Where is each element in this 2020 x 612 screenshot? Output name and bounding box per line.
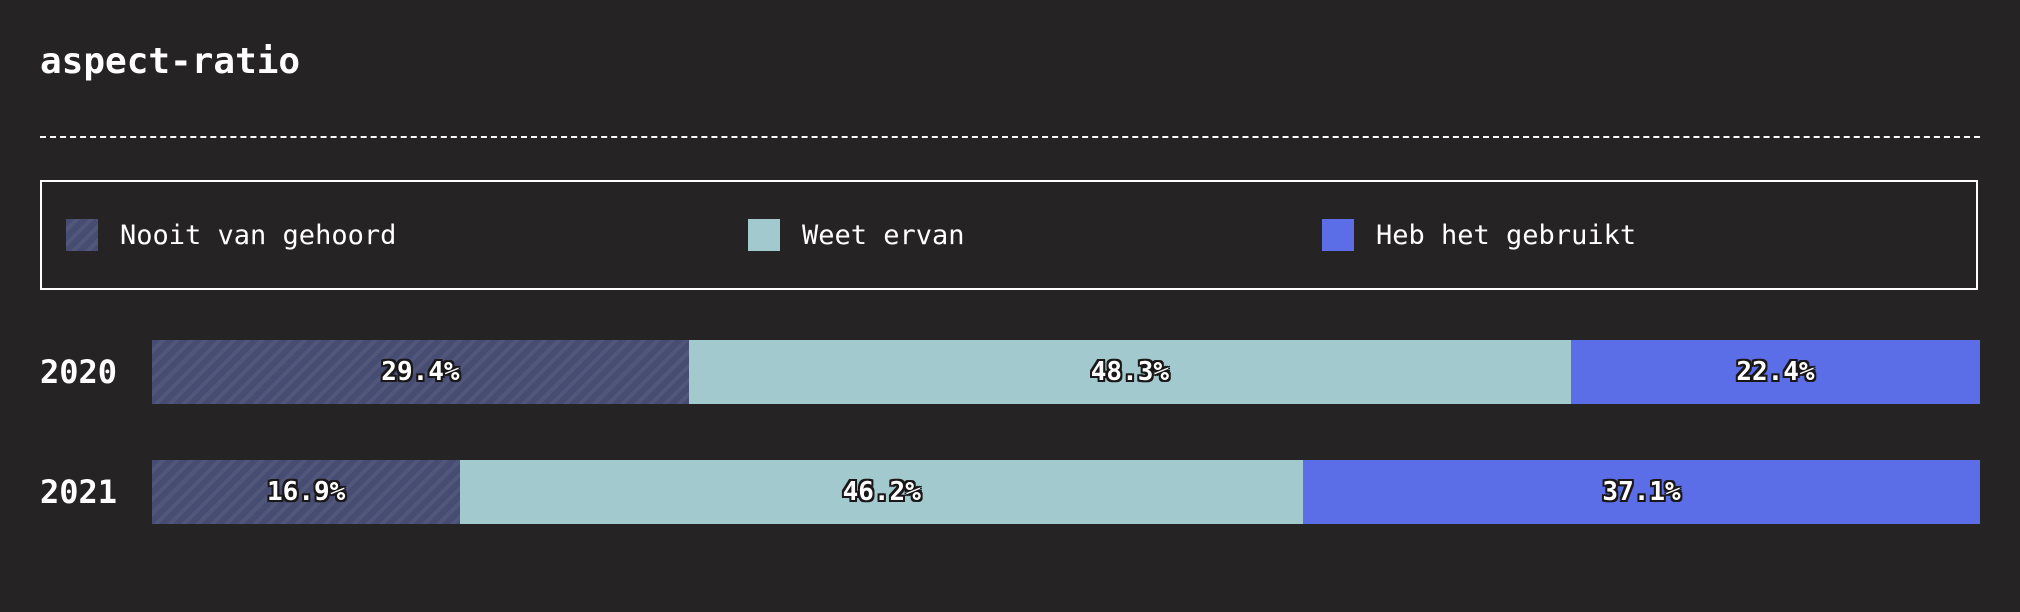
legend-swatch-gebruikt (1322, 219, 1354, 251)
data-label-2021-gebruikt: 37.1% (1602, 477, 1681, 507)
legend-label-nooit: Nooit van gehoord (120, 219, 397, 251)
title-divider (40, 136, 1980, 138)
legend-label-gebruikt: Heb het gebruikt (1376, 219, 1637, 251)
bar-row-2020: 2020 29.4% 48.3% 22.4% (40, 340, 1980, 404)
legend-swatch-nooit (66, 219, 98, 251)
bar-segment-2021-weet[interactable]: 46.2% (460, 460, 1304, 524)
data-label-2020-gebruikt: 22.4% (1736, 357, 1815, 387)
legend-item-weet[interactable]: Weet ervan (748, 218, 965, 252)
bar-segment-2020-gebruikt[interactable]: 22.4% (1570, 340, 1980, 404)
legend: Nooit van gehoord Weet ervan Heb het geb… (40, 180, 1978, 290)
data-label-2021-weet: 46.2% (842, 477, 921, 507)
bar-segment-2020-weet[interactable]: 48.3% (688, 340, 1571, 404)
row-label-2021: 2021 (40, 473, 118, 511)
legend-swatch-weet (748, 219, 780, 251)
bar-segment-2021-gebruikt[interactable]: 37.1% (1303, 460, 1980, 524)
bar-segment-2021-nooit[interactable]: 16.9% (152, 460, 461, 524)
data-label-2021-nooit: 16.9% (267, 477, 346, 507)
bar-row-2021: 2021 16.9% 46.2% 37.1% (40, 460, 1980, 524)
legend-label-weet: Weet ervan (802, 219, 965, 251)
data-label-2020-nooit: 29.4% (381, 357, 460, 387)
bar-track-2020: 29.4% 48.3% 22.4% (152, 340, 1980, 404)
bar-segment-2020-nooit[interactable]: 29.4% (152, 340, 689, 404)
legend-item-nooit[interactable]: Nooit van gehoord (66, 218, 396, 252)
legend-item-gebruikt[interactable]: Heb het gebruikt (1322, 218, 1636, 252)
data-label-2020-weet: 48.3% (1090, 357, 1170, 387)
bar-track-2021: 16.9% 46.2% 37.1% (152, 460, 1980, 524)
chart-title: aspect-ratio (40, 41, 301, 82)
row-label-2020: 2020 (40, 353, 118, 391)
